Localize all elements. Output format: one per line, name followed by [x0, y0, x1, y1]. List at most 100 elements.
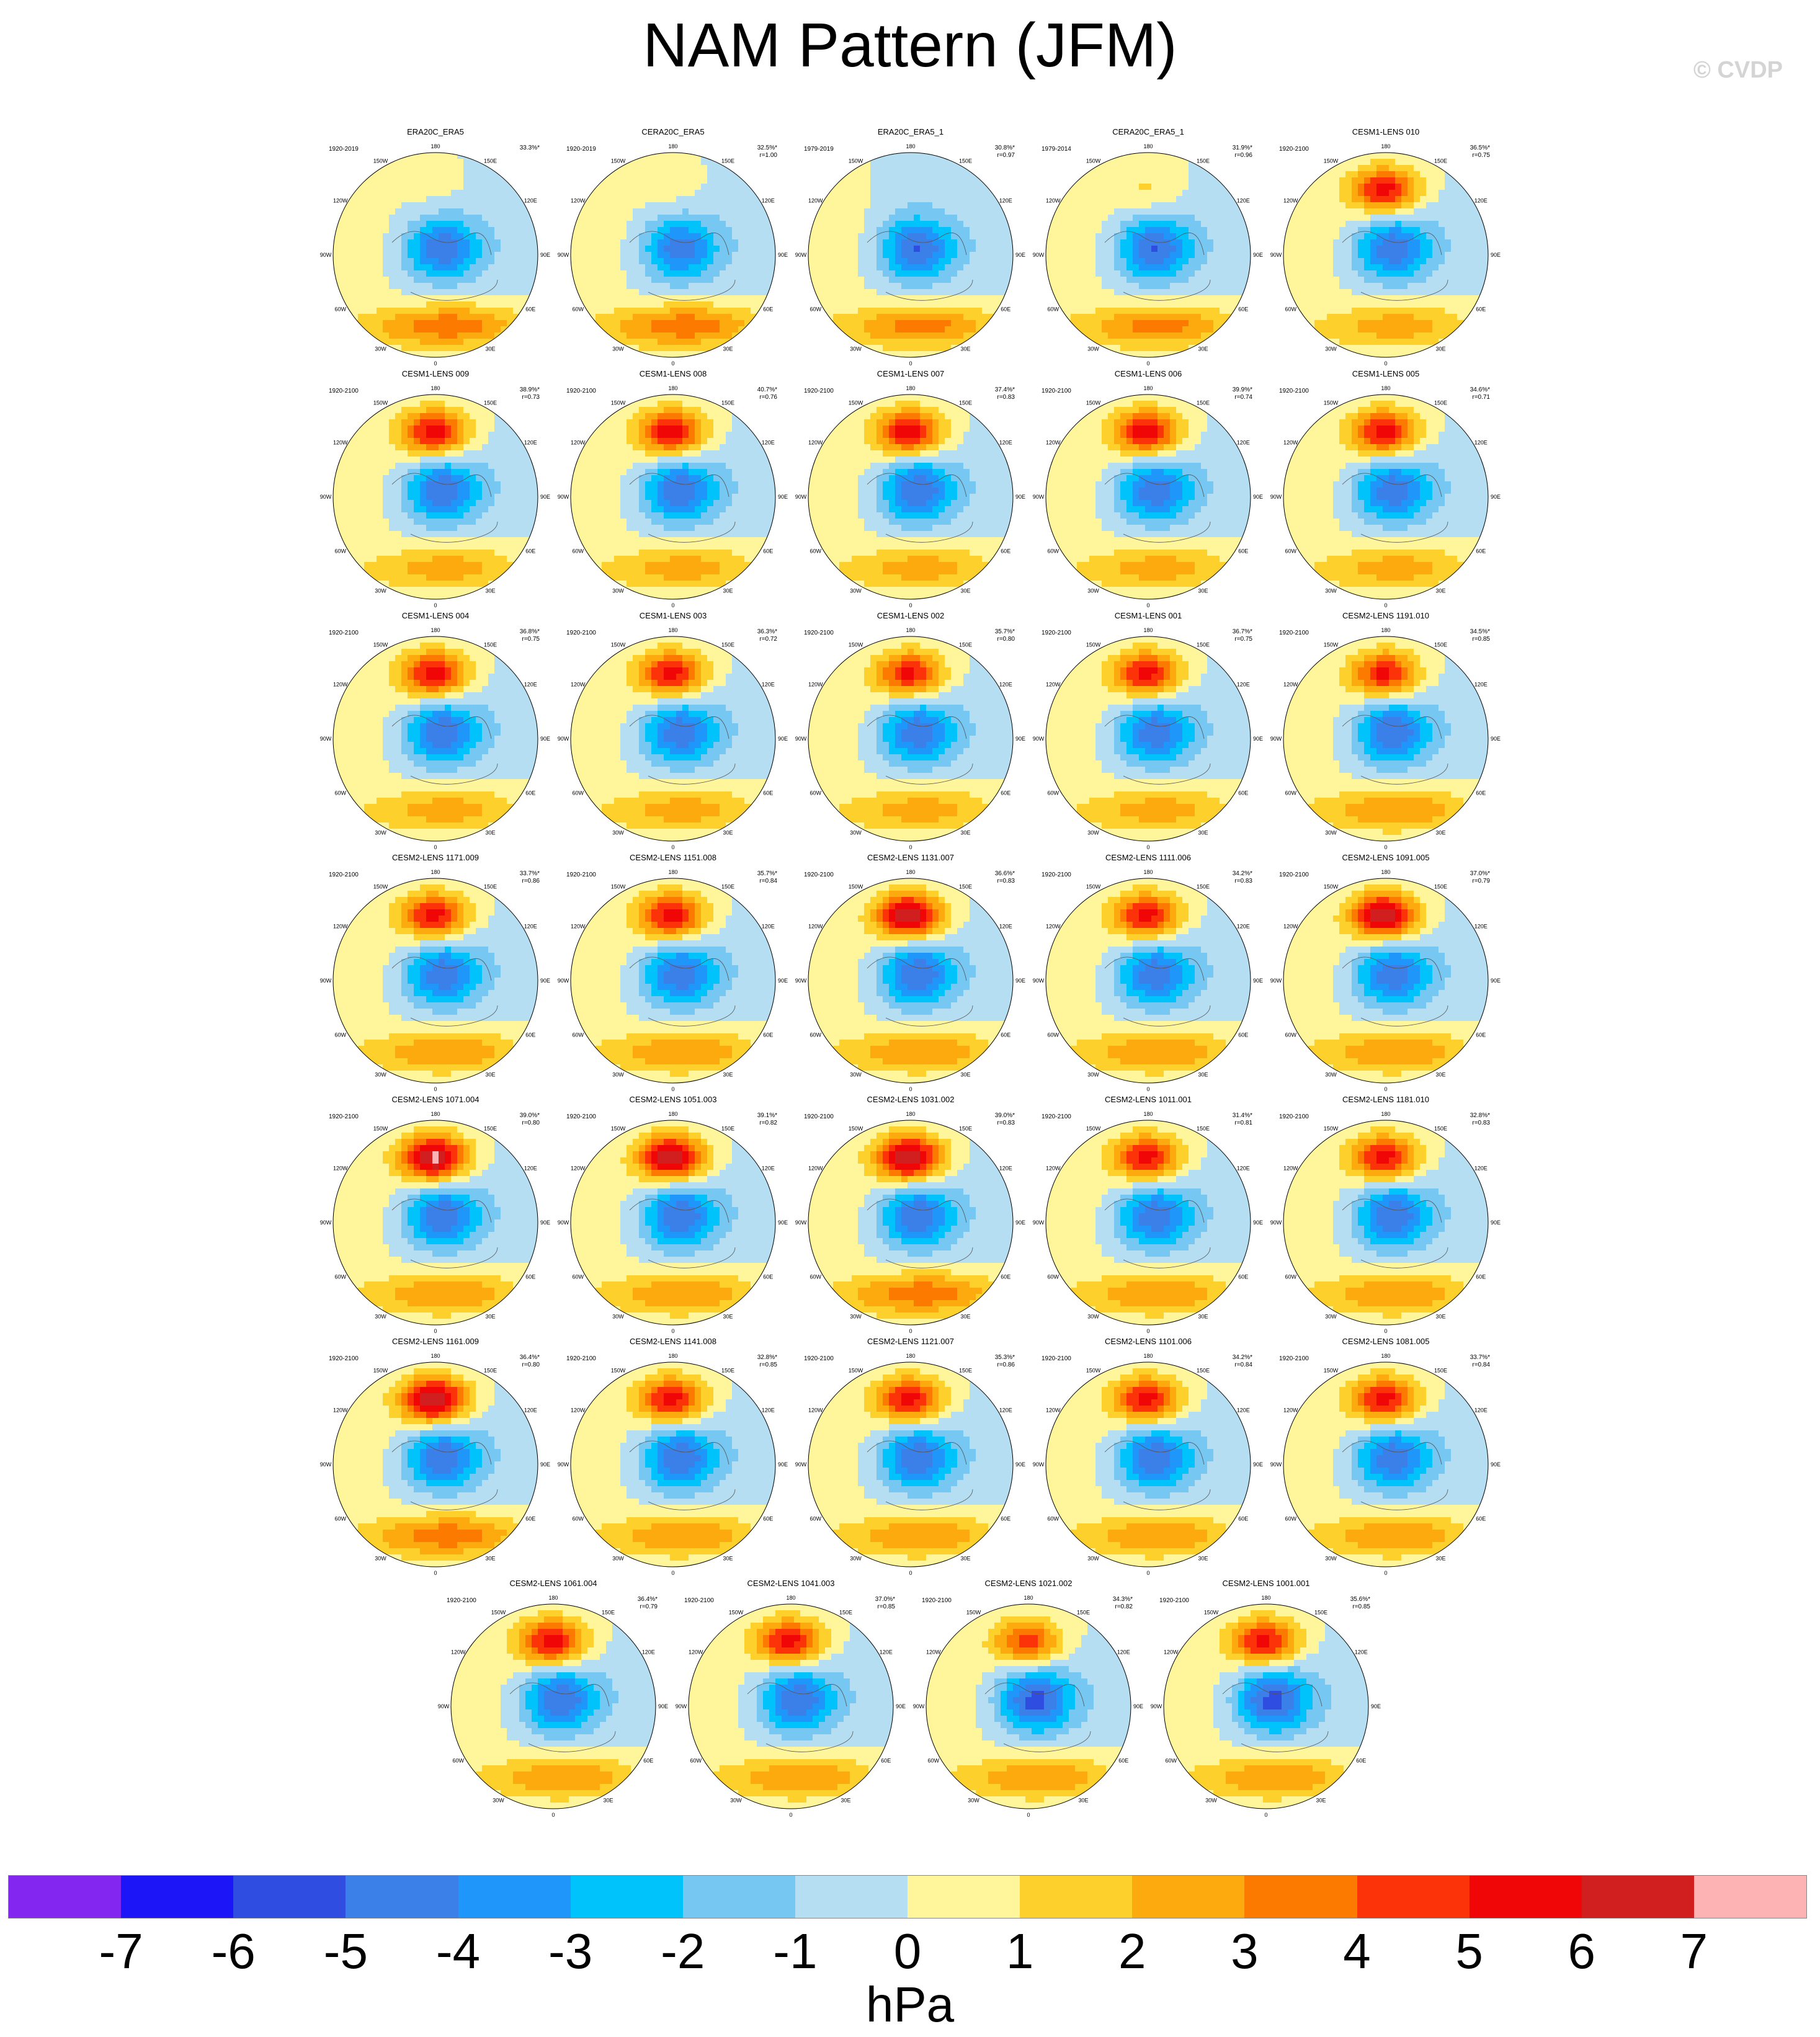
anomaly-cell [627, 246, 633, 252]
anomaly-cell [414, 196, 421, 203]
anomaly-cell [914, 308, 921, 314]
anomaly-cell [1407, 314, 1414, 321]
anomaly-cell [414, 239, 421, 246]
anomaly-cell [1176, 258, 1183, 265]
anomaly-cell [501, 239, 507, 246]
anomaly-cell [1327, 320, 1334, 327]
anomaly-cell [501, 221, 507, 228]
anomaly-cell [401, 407, 408, 414]
anomaly-cell [476, 407, 483, 414]
anomaly-cell [1383, 171, 1390, 178]
anomaly-cell [377, 208, 383, 215]
anomaly-cell [1327, 314, 1334, 321]
anomaly-cell [414, 215, 421, 221]
anomaly-cell [870, 208, 877, 215]
anomaly-cell [852, 270, 859, 277]
anomaly-cell [713, 264, 720, 271]
anomaly-cell [970, 314, 976, 321]
anomaly-cell [852, 246, 859, 252]
anomaly-cell [695, 233, 702, 240]
anomaly-cell [1407, 177, 1414, 184]
anomaly-cell [701, 326, 708, 333]
anomaly-cell [670, 215, 677, 221]
anomaly-cell [738, 301, 745, 308]
anomaly-cell [821, 289, 827, 296]
anomaly-cell [920, 208, 927, 215]
anomaly-cell [1395, 215, 1402, 221]
anomaly-cell [757, 246, 764, 252]
anomaly-cell [532, 215, 538, 221]
anomaly-cell [501, 295, 507, 302]
anomaly-cell [1414, 196, 1421, 203]
anomaly-cell [370, 270, 377, 277]
anomaly-cell [713, 351, 720, 357]
anomaly-cell [970, 264, 976, 271]
panel-variance-pct: 32.5%* [757, 145, 777, 152]
anomaly-cell [726, 295, 733, 302]
panel-title: CESM1-LENS 010 [1268, 127, 1504, 137]
anomaly-cell [1182, 252, 1189, 259]
anomaly-cell [432, 177, 439, 184]
anomaly-cell [439, 289, 445, 296]
anomaly-cell [1414, 159, 1421, 166]
anomaly-cell [651, 326, 658, 333]
anomaly-cell [701, 233, 708, 240]
anomaly-cell [482, 171, 489, 178]
anomaly-cell [439, 215, 445, 221]
anomaly-cell [383, 221, 390, 228]
anomaly-cell [1445, 295, 1452, 302]
anomaly-cell [1339, 196, 1346, 203]
anomaly-cell [707, 258, 714, 265]
anomaly-cell [1308, 289, 1315, 296]
anomaly-cell [852, 289, 859, 296]
anomaly-cell [620, 184, 627, 190]
anomaly-cell [883, 326, 890, 333]
anomaly-cell [651, 332, 658, 339]
map-boundary [808, 152, 1014, 358]
anomaly-cell [1145, 246, 1152, 252]
anomaly-cell [951, 246, 958, 252]
anomaly-cell [420, 332, 427, 339]
anomaly-cell [951, 264, 958, 271]
anomaly-cell [682, 177, 689, 184]
anomaly-cell [920, 295, 927, 302]
anomaly-cell [370, 202, 377, 209]
anomaly-cell [1482, 208, 1488, 215]
anomaly-cell [908, 326, 914, 333]
anomaly-cell [1476, 295, 1483, 302]
anomaly-cell [757, 233, 764, 240]
anomaly-cell [1201, 277, 1208, 283]
anomaly-cell [845, 239, 852, 246]
anomaly-cell [1133, 227, 1140, 234]
anomaly-cell [932, 320, 939, 327]
anomaly-cell [1170, 339, 1177, 345]
anomaly-cell [1370, 345, 1377, 352]
anomaly-cell [513, 258, 520, 265]
anomaly-cell [701, 339, 708, 345]
anomaly-cell [676, 326, 683, 333]
anomaly-cell [414, 202, 421, 209]
anomaly-cell [1139, 277, 1146, 283]
anomaly-cell [420, 295, 427, 302]
anomaly-cell [957, 184, 964, 190]
anomaly-cell [1145, 295, 1152, 302]
anomaly-cell [1176, 301, 1183, 308]
anomaly-cell [525, 289, 532, 296]
anomaly-cell [1463, 283, 1470, 290]
anomaly-cell [970, 184, 976, 190]
anomaly-cell [432, 184, 439, 190]
anomaly-cell [1077, 215, 1084, 221]
anomaly-cell [439, 221, 445, 228]
anomaly-cell [482, 252, 489, 259]
anomaly-cell [720, 227, 726, 234]
anomaly-cell [352, 264, 359, 271]
anomaly-cell [1345, 159, 1352, 166]
anomaly-cell [1058, 283, 1065, 290]
anomaly-cell [364, 215, 371, 221]
anomaly-cell [633, 159, 640, 166]
anomaly-cell [1170, 264, 1177, 271]
anomaly-cell [1182, 221, 1189, 228]
anomaly-cell [951, 215, 958, 221]
anomaly-cell [988, 215, 995, 221]
anomaly-cell [383, 283, 390, 290]
